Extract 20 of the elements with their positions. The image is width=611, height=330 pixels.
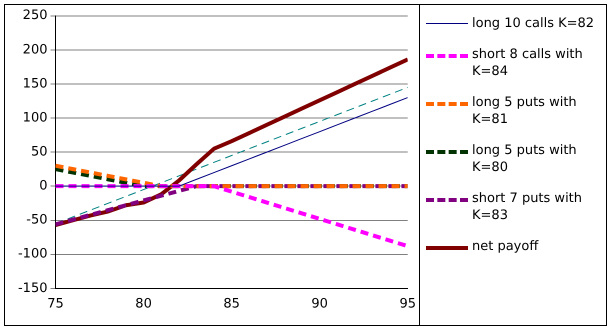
legend-label: net payoff bbox=[472, 238, 540, 255]
legend-label: long 5 puts with K=80 bbox=[472, 142, 578, 176]
y-tick-label: 150 bbox=[22, 76, 48, 92]
y-tick-label: -150 bbox=[18, 280, 48, 296]
x-tick-label: 90 bbox=[311, 296, 328, 312]
x-tick-label: 85 bbox=[223, 296, 240, 312]
x-tick-label: 95 bbox=[399, 296, 416, 312]
y-tick-label: -50 bbox=[26, 212, 48, 228]
x-tick-label: 75 bbox=[47, 296, 64, 312]
y-tick-label: -100 bbox=[18, 246, 48, 262]
y-tick-label: 250 bbox=[22, 8, 48, 24]
x-tick-label: 80 bbox=[135, 296, 152, 312]
legend-label: short 8 calls with K=84 bbox=[472, 46, 584, 80]
y-tick-label: 0 bbox=[39, 178, 48, 194]
y-tick-label: 50 bbox=[30, 144, 48, 160]
legend-label: long 5 puts with K=81 bbox=[472, 94, 578, 128]
y-tick-label: 200 bbox=[22, 42, 48, 58]
y-tick-label: 100 bbox=[22, 110, 48, 126]
legend-label: short 7 puts with K=83 bbox=[472, 190, 584, 224]
legend-label: long 10 calls K=82 bbox=[472, 15, 596, 32]
